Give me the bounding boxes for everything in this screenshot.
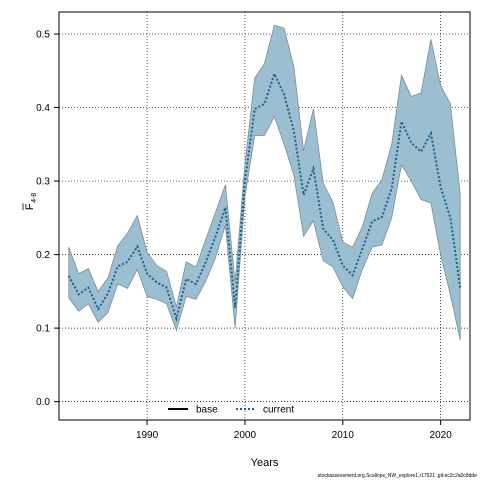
y-tick-label: 0.1 [36,324,50,335]
y-tick-label: 0.4 [36,103,50,114]
legend-label-current: current [263,405,294,416]
y-tick-label: 0.0 [36,397,50,408]
footer-text: stockassessment.org,Scallops_NW_explore1… [318,473,477,479]
x-tick-label: 2020 [430,430,453,441]
x-tick-label: 2000 [234,430,257,441]
x-axis-title: Years [251,457,279,469]
y-axis-title: F 4-8 [22,193,38,211]
legend: base current [168,405,294,416]
series-line-group [67,71,462,323]
x-tick-label: 1990 [136,430,159,441]
x-tick-label: 2010 [332,430,355,441]
y-axis-title-subscript: 4-8 [31,193,38,203]
legend-label-base: base [196,405,218,416]
y-tick-label: 0.3 [36,177,50,188]
y-tick-label: 0.2 [36,250,50,261]
confidence-band-group [68,24,461,340]
y-tick-label: 0.5 [36,30,50,41]
y-axis-title-main: F [24,203,36,210]
plot-frame [58,11,471,421]
y-axis: 0.0 0.1 0.2 0.3 0.4 0.5 [36,30,59,408]
x-axis: 1990 2000 2010 2020 [136,420,452,441]
series-line-current [67,71,462,323]
confidence-band-current [68,24,461,340]
